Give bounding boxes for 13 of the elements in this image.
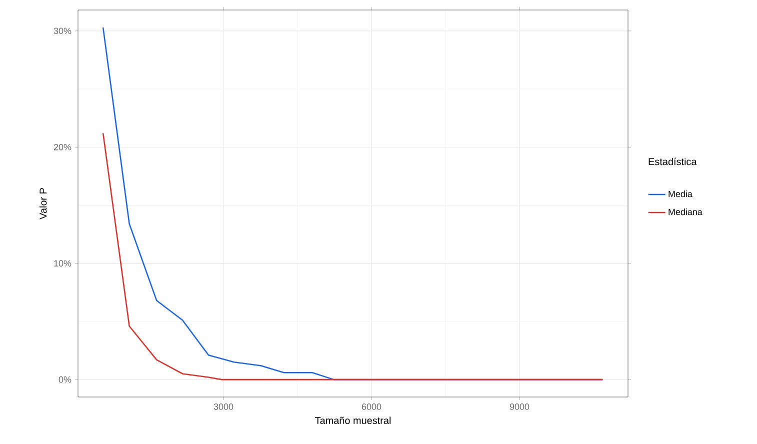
y-tick-label: 30% — [54, 28, 72, 34]
x-tick-label: 9000 — [510, 404, 530, 410]
x-axis-title: Tamaño muestral — [315, 416, 391, 424]
legend-label: Mediana — [668, 208, 702, 216]
y-tick-label: 0% — [58, 376, 72, 383]
legend-label: Media — [668, 190, 692, 198]
y-axis-title: Valor P — [39, 188, 47, 220]
y-tick-label: 20% — [54, 144, 72, 150]
x-tick-label: 3000 — [214, 404, 234, 410]
line-series — [102, 132, 604, 380]
x-tick-label: 6000 — [362, 404, 382, 410]
y-tick-label: 10% — [54, 260, 72, 267]
legend-title: Estadística — [648, 158, 697, 166]
